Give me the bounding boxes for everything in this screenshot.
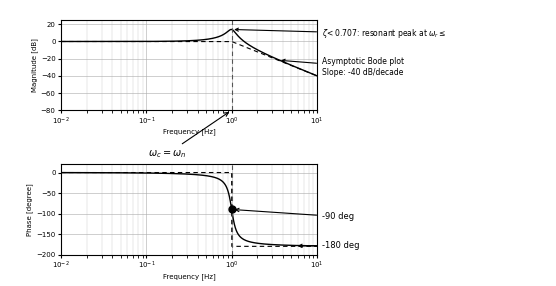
Text: -180 deg: -180 deg [299, 241, 360, 250]
Text: $\omega_c = \omega_n$: $\omega_c = \omega_n$ [148, 112, 229, 160]
Text: Asymptotic Bode plot
Slope: -40 dB/decade: Asymptotic Bode plot Slope: -40 dB/decad… [282, 57, 404, 77]
X-axis label: Frequency [Hz]: Frequency [Hz] [163, 128, 215, 135]
Y-axis label: Phase [degree]: Phase [degree] [27, 183, 33, 236]
Text: $\zeta$< 0.707: resonant peak at $\omega_r\leq$: $\zeta$< 0.707: resonant peak at $\omega… [235, 27, 446, 40]
Y-axis label: Magnitude [dB]: Magnitude [dB] [31, 38, 38, 92]
X-axis label: Frequency [Hz]: Frequency [Hz] [163, 273, 215, 279]
Text: -90 deg: -90 deg [236, 208, 354, 221]
